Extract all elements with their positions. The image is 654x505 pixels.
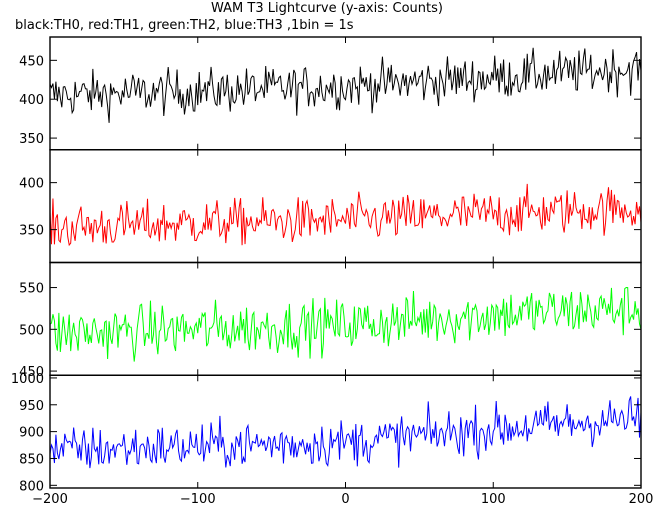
y-tick-label-TH3: 900	[19, 426, 44, 441]
y-tick-label-TH1: 400	[19, 177, 44, 192]
y-tick-label-TH2: 450	[19, 365, 44, 380]
series-line-TH3	[49, 396, 642, 469]
series-line-TH1	[49, 183, 642, 247]
x-tick-label: 200	[629, 492, 654, 505]
y-tick-label-TH3: 950	[19, 399, 44, 414]
x-tick-label: 0	[341, 492, 349, 505]
y-tick-label-TH1: 350	[19, 224, 44, 239]
series-line-TH0	[49, 47, 642, 123]
panel-frame-TH3	[49, 374, 642, 489]
x-tick-label: 100	[481, 492, 506, 505]
x-tick-label: −100	[180, 492, 216, 505]
y-tick-label-TH3: 800	[19, 479, 44, 494]
y-tick-label-TH0: 450	[19, 54, 44, 69]
chart-subtitle: black:TH0, red:TH1, green:TH2, blue:TH3 …	[15, 18, 354, 33]
y-tick-label-TH0: 400	[19, 93, 44, 108]
chart-title: WAM T3 Lightcurve (y-axis: Counts)	[211, 1, 443, 16]
y-tick-label-TH3: 1000	[11, 372, 44, 387]
series-line-TH2	[49, 287, 642, 362]
x-tick-label: −200	[32, 492, 68, 505]
y-tick-label-TH2: 500	[19, 323, 44, 338]
panel-frame-TH0	[49, 36, 642, 151]
y-tick-label-TH2: 550	[19, 282, 44, 297]
y-tick-label-TH0: 350	[19, 132, 44, 147]
panel-frame-TH1	[49, 149, 642, 264]
y-tick-label-TH3: 850	[19, 452, 44, 467]
